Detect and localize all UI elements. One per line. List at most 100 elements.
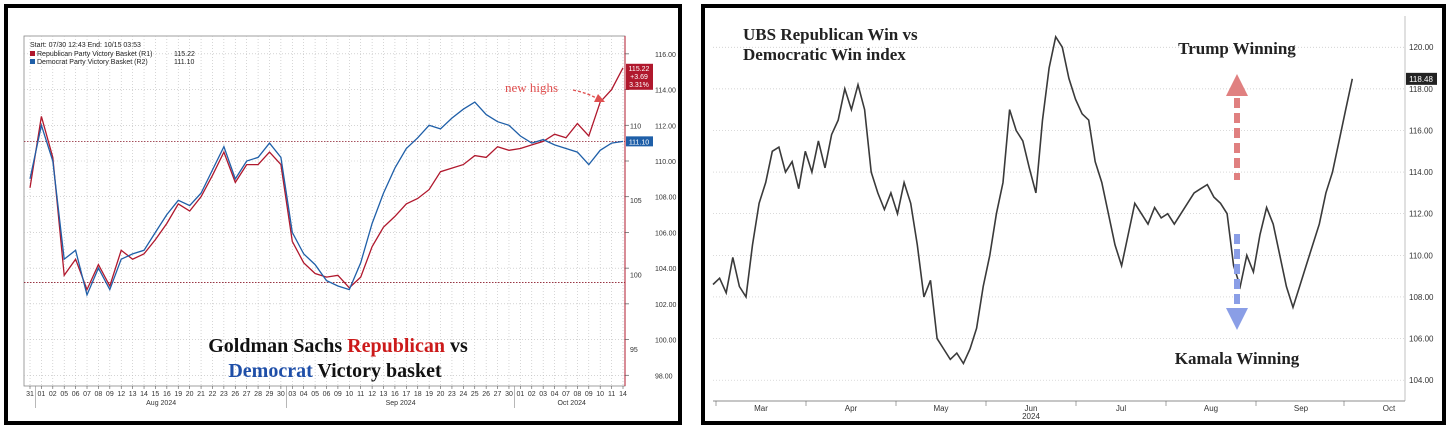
x-tick-label: Jun (1025, 404, 1038, 413)
legend-value: 111.10 (174, 59, 194, 66)
ubs-chart-svg: 104.00 106.00 108.00 110.00 112.00 114.00 116.… (712, 16, 1437, 421)
ubs-index-line (712, 34, 1354, 366)
right-tick-label: 108.00 (655, 195, 677, 202)
month-label: Oct 2024 (557, 400, 586, 407)
x-tick-label: 09 (106, 391, 114, 398)
republican-badge-text: 115.22 (629, 66, 650, 73)
x-tick-label: 23 (448, 391, 456, 398)
right-tick-label: 100.00 (655, 338, 677, 345)
inner-axis-label: 110 (630, 123, 641, 130)
ubs-title-line-2: Democratic Win index (743, 45, 906, 64)
y-tick-label: 118.00 (1409, 85, 1433, 94)
right-tick-label: 114.00 (655, 88, 676, 95)
y-tick-label: 120.00 (1409, 43, 1434, 52)
y-tick-label: 112.00 (1409, 210, 1433, 219)
new-highs-arrowhead (594, 94, 605, 102)
title-span: Democrat (228, 360, 313, 382)
x-tick-label: 19 (425, 391, 433, 398)
x-tick-label: 22 (209, 391, 217, 398)
x-tick-label: 16 (163, 391, 171, 398)
x-tick-label: 08 (95, 391, 103, 398)
y-tick-label: 110.00 (1409, 251, 1433, 260)
goldman-chart-panel: 98.00 100.00 102.00 104.00 106.00 108.00 110.0… (4, 4, 682, 425)
trump-arrow-head (1226, 74, 1248, 96)
x-tick-label: 12 (368, 391, 376, 398)
right-tick-label: 98.00 (655, 373, 673, 380)
x-tick-label: 17 (402, 391, 410, 398)
x-tick-label: 30 (277, 391, 285, 398)
x-tick-label: 25 (471, 391, 479, 398)
trump-winning-label: Trump Winning (1178, 39, 1296, 58)
x-tick-label: 23 (220, 391, 228, 398)
x-tick-label: 29 (266, 391, 274, 398)
inner-axis-label: 100 (630, 272, 642, 279)
x-tick-label: 03 (539, 391, 547, 398)
democrat-badge-text: 111.10 (629, 139, 649, 146)
y-tick-label: 116.00 (1409, 126, 1433, 135)
x-tick-label: 02 (49, 391, 57, 398)
x-tick-label: 21 (197, 391, 205, 398)
x-tick-label: 26 (482, 391, 490, 398)
x-tick-label: 15 (152, 391, 160, 398)
x-tick-label: 31 (26, 391, 34, 398)
x-tick-label: 06 (72, 391, 80, 398)
x-tick-label: 05 (60, 391, 68, 398)
x-tick-label: Apr (845, 404, 858, 413)
x-tick-label: 24 (459, 391, 467, 398)
x-tick-label: 19 (174, 391, 182, 398)
x-tick-label: 11 (608, 391, 615, 398)
title-span: vs (445, 335, 468, 357)
right-tick-label: 112.00 (655, 123, 676, 130)
x-tick-label: 04 (551, 391, 559, 398)
kamala-arrow-head (1226, 308, 1248, 330)
title-span: Republican (347, 335, 445, 357)
right-tick-label: 104.00 (655, 266, 677, 273)
inner-axis-label: 105 (630, 198, 642, 205)
x-tick-label: 10 (596, 391, 604, 398)
x-tick-label: 09 (585, 391, 593, 398)
legend-value: 115.22 (174, 51, 195, 58)
ubs-value-badge (1406, 72, 1437, 85)
chart-title-line-2: Democrat Victory basket (228, 360, 442, 382)
kamala-winning-label: Kamala Winning (1175, 349, 1300, 368)
x-tick-label: 13 (129, 391, 137, 398)
y-tick-label: 106.00 (1409, 335, 1434, 344)
right-tick-label: 116.00 (655, 52, 676, 59)
x-tick-label: 16 (391, 391, 399, 398)
title-span: Goldman Sachs (208, 335, 347, 357)
x-tick-label: Oct (1383, 404, 1396, 413)
x-tick-label: 20 (437, 391, 445, 398)
x-tick-label: May (933, 404, 948, 413)
x-tick-label: 20 (186, 391, 194, 398)
x-tick-label: 06 (323, 391, 331, 398)
x-tick-label: 08 (573, 391, 581, 398)
ubs-title-line-1: UBS Republican Win vs (743, 25, 918, 44)
republican-badge (626, 63, 653, 90)
x-tick-label: 14 (140, 391, 148, 398)
x-tick-label: 10 (345, 391, 353, 398)
new-highs-annotation: new highs (505, 80, 558, 95)
x-tick-label: 01 (38, 391, 46, 398)
x-tick-label: 12 (117, 391, 125, 398)
legend-label: Democrat Party Victory Basket (R2) (37, 59, 148, 66)
x-tick-label: 04 (300, 391, 308, 398)
x-tick-label: 02 (528, 391, 536, 398)
x-tick-label: 18 (414, 391, 422, 398)
x-tick-label: 01 (516, 391, 524, 398)
x-year-label: 2024 (1022, 412, 1040, 421)
chart-header-text: Start: 07/30 12:43 End: 10/15 03:53 (30, 42, 141, 49)
right-tick-label: 102.00 (655, 302, 677, 309)
x-tick-label: 11 (357, 391, 364, 398)
x-tick-label: 05 (311, 391, 319, 398)
x-tick-label: Sep (1294, 404, 1309, 413)
x-tick-label: Mar (754, 404, 768, 413)
x-tick-label: 14 (619, 391, 627, 398)
x-tick-label: 07 (83, 391, 91, 398)
month-label: Sep 2024 (386, 400, 416, 407)
x-tick-label: Jul (1116, 404, 1126, 413)
title-span: Victory basket (313, 360, 442, 382)
x-tick-label: 26 (231, 391, 239, 398)
x-tick-label: 27 (243, 391, 251, 398)
x-tick-label: 09 (334, 391, 342, 398)
legend-swatch (30, 59, 35, 64)
